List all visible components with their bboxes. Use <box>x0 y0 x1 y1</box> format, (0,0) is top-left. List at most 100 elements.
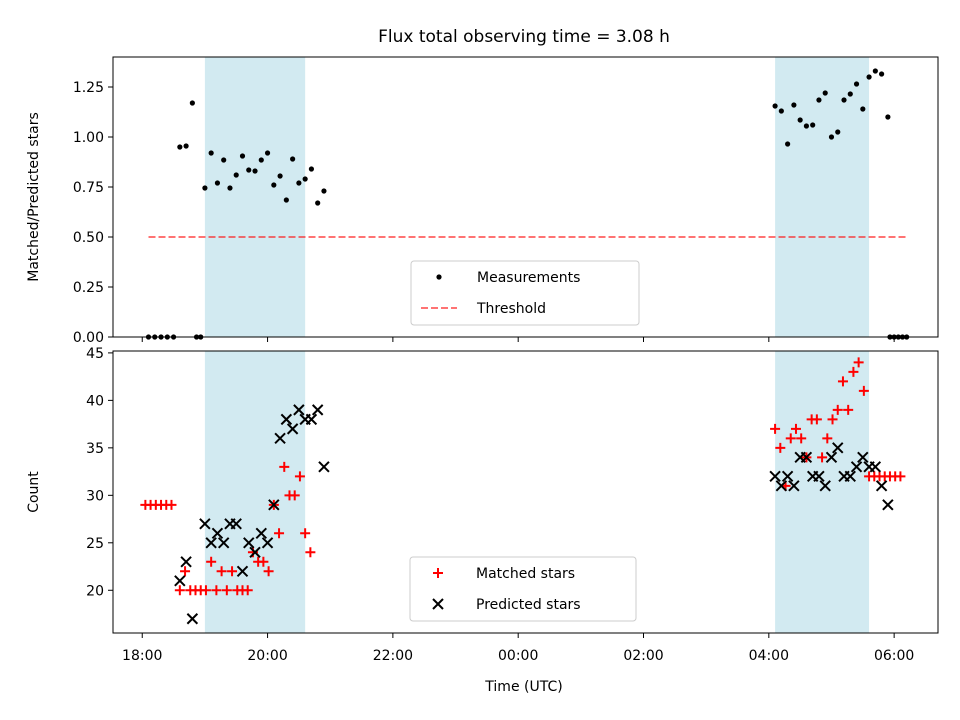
matched-star-point <box>174 585 185 596</box>
legend-label: Measurements <box>477 270 580 286</box>
y-tick-label: 0.25 <box>73 280 104 296</box>
legend: Matched stars Predicted stars <box>409 556 637 622</box>
measurement-point <box>264 150 271 156</box>
measurement-point <box>847 91 853 97</box>
matched-star-point <box>848 366 859 377</box>
predicted-star-point <box>205 537 217 549</box>
matched-star-point <box>216 566 227 577</box>
matched-star-point <box>837 376 848 387</box>
legend: Measurements Threshold <box>410 260 640 326</box>
predicted-star-point <box>280 413 293 426</box>
x-tick-label: 00:00 <box>498 648 538 664</box>
measurement-point <box>221 157 227 163</box>
measurement-point <box>835 129 841 135</box>
predicted-star-point <box>875 480 888 492</box>
measurement-point <box>308 166 315 172</box>
measurement-point <box>822 90 828 96</box>
matched-star-point <box>775 442 786 453</box>
measurement-point <box>239 153 246 159</box>
y-tick-label: 30 <box>86 488 104 504</box>
x-tick-label: 02:00 <box>623 648 663 664</box>
measurement-point <box>271 182 277 188</box>
measurement-point <box>797 117 803 123</box>
measurement-point <box>872 68 878 74</box>
matched-star-point <box>242 585 253 596</box>
matched-star-point <box>274 528 285 539</box>
predicted-star-point <box>180 556 192 568</box>
matched-star-point <box>258 556 269 567</box>
plot-frame <box>112 56 939 338</box>
predicted-star-point <box>274 432 286 445</box>
measurement-point <box>290 156 296 162</box>
measurement-point <box>321 188 327 194</box>
measurement-point <box>258 157 264 163</box>
measurement-point <box>810 122 816 128</box>
predicted-star-point <box>775 480 788 492</box>
measurement-point <box>791 102 797 108</box>
predicted-star-point <box>217 537 230 549</box>
measurement-point <box>183 143 189 149</box>
predicted-star-point <box>293 404 305 416</box>
matched-star-point <box>811 414 822 425</box>
matched-star-point <box>796 433 807 444</box>
x-tick-label: 06:00 <box>874 648 914 664</box>
matched-star-point <box>827 414 838 425</box>
predicted-star-point <box>769 470 781 483</box>
measurement-point <box>853 81 860 87</box>
measurement-point <box>233 172 239 178</box>
matched-star-point <box>858 385 869 396</box>
x-tick-label: 04:00 <box>749 648 789 664</box>
legend-measurement-swatch <box>436 274 442 280</box>
measurement-point <box>315 200 321 206</box>
legend-label: Matched stars <box>476 566 575 582</box>
predicted-star-point <box>825 451 838 464</box>
count-panel: 20 25 30 35 40 45 18:00 20:00 22:00 00:00 02:00 04:… <box>26 346 939 664</box>
predicted-star-point <box>781 470 794 483</box>
measurement-point <box>227 185 233 191</box>
predicted-star-point <box>243 537 255 549</box>
matched-star-point <box>822 433 833 444</box>
y-tick-label: 1.00 <box>73 130 104 146</box>
y-tick-label: 20 <box>86 583 104 599</box>
predicted-star-point <box>844 470 856 483</box>
measurement-point <box>177 144 183 150</box>
measurement-point <box>283 197 289 203</box>
predicted-star-point <box>318 461 330 473</box>
legend-box <box>410 260 640 326</box>
y-tick-label: 0.00 <box>73 330 104 346</box>
y-tick-label: 0.75 <box>73 180 104 196</box>
predicted-star-point <box>261 537 274 549</box>
measurement-point <box>828 134 835 140</box>
predicted-star-point <box>186 613 199 625</box>
matched-star-point <box>817 452 828 463</box>
predicted-star-point <box>199 518 211 530</box>
matched-star-point <box>263 566 274 577</box>
measurement-point <box>277 173 283 179</box>
y-tick-label: 1.25 <box>73 80 104 96</box>
y-tick-label: 25 <box>86 536 104 552</box>
matched-star-point <box>832 404 843 415</box>
legend-label: Threshold <box>476 301 546 317</box>
matched-star-point <box>305 547 316 558</box>
predicted-star-point <box>286 423 299 435</box>
y-tick-label: 45 <box>86 346 104 362</box>
predicted-star-point <box>211 527 224 540</box>
measurement-point <box>214 180 221 186</box>
x-axis-label: Time (UTC) <box>484 679 562 695</box>
observing-interval <box>204 57 306 337</box>
legend-label: Predicted stars <box>476 597 581 613</box>
matched-star-point <box>227 566 238 577</box>
predicted-star-point <box>230 518 242 530</box>
y-axis-label: Matched/Predicted stars <box>26 112 42 282</box>
predicted-star-point <box>305 413 318 426</box>
observing-interval <box>775 351 870 633</box>
measurement-point <box>803 123 810 129</box>
predicted-star-point <box>788 480 800 492</box>
predicted-star-point <box>850 461 863 473</box>
measurement-point <box>866 74 872 80</box>
ratio-panel: 0.00 0.25 0.50 0.75 1.00 1.25 Matched/Predicte… <box>26 56 939 346</box>
y-axis-label: Count <box>26 471 42 513</box>
predicted-star-point <box>800 451 813 464</box>
measurement-point <box>208 150 214 156</box>
